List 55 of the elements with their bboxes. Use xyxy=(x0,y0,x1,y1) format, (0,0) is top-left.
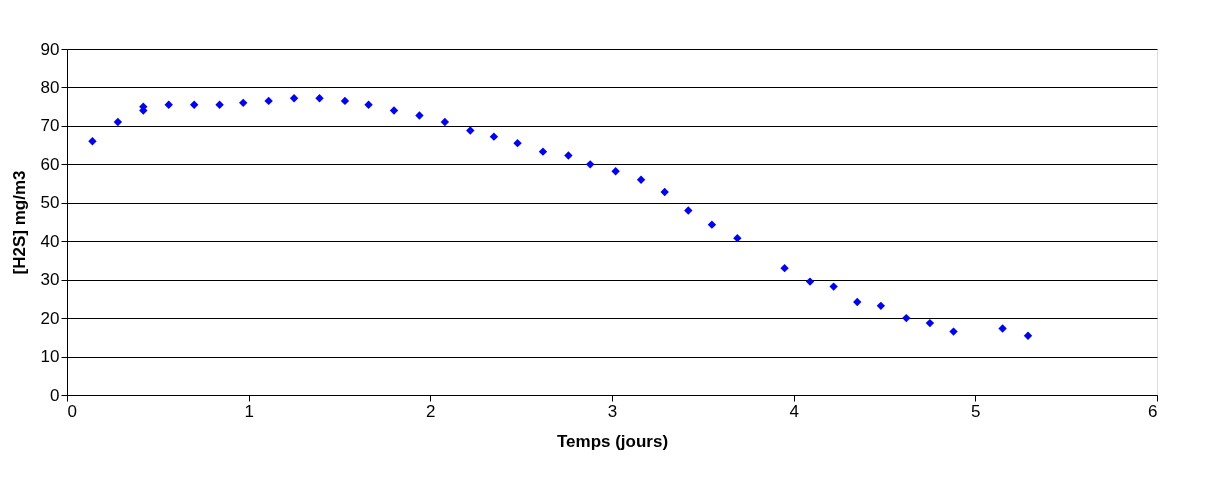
y-tick-label: 90 xyxy=(40,39,60,59)
y-tick-label: 0 xyxy=(50,385,60,405)
point xyxy=(466,126,475,135)
point xyxy=(707,220,717,229)
point xyxy=(949,327,958,336)
x-tick-label: 6 xyxy=(1148,401,1158,421)
point xyxy=(684,206,693,215)
point xyxy=(564,151,573,160)
point xyxy=(513,139,522,148)
point xyxy=(586,160,595,169)
x-tick-label: 0 xyxy=(67,401,77,421)
point xyxy=(415,111,424,120)
y-tick-label: 60 xyxy=(40,154,60,174)
point xyxy=(340,96,350,106)
point xyxy=(164,100,173,109)
point xyxy=(289,94,299,103)
point xyxy=(1023,331,1033,340)
point xyxy=(538,147,548,156)
point xyxy=(829,282,838,291)
x-tick-label: 4 xyxy=(789,401,799,421)
point xyxy=(440,117,450,127)
point xyxy=(189,100,199,109)
x-tick-label: 1 xyxy=(244,401,254,421)
y-tick-label: 10 xyxy=(40,347,60,367)
y-tick-label: 30 xyxy=(40,270,60,290)
y-tick-label: 20 xyxy=(40,308,60,328)
point xyxy=(660,187,669,197)
point xyxy=(364,100,373,109)
point xyxy=(389,106,399,115)
x-axis-title: Temps (jours) xyxy=(556,431,669,451)
point xyxy=(805,277,815,286)
point xyxy=(780,263,789,273)
point xyxy=(925,318,935,328)
point xyxy=(215,100,224,109)
point xyxy=(489,132,499,141)
point xyxy=(636,175,646,184)
point xyxy=(876,301,886,310)
point xyxy=(113,117,123,127)
x-tick-label: 2 xyxy=(426,401,436,421)
x-tick-label: 3 xyxy=(607,401,618,421)
point xyxy=(902,313,911,323)
y-tick-label: 70 xyxy=(40,116,60,136)
y-axis-title: [H2S] mg/m3 xyxy=(9,170,29,275)
y-tick-label: 80 xyxy=(40,77,60,97)
point xyxy=(733,233,742,243)
x-tick-label: 5 xyxy=(971,401,981,421)
point xyxy=(239,98,248,108)
point xyxy=(611,167,620,176)
y-tick-label: 50 xyxy=(40,193,60,213)
point xyxy=(264,96,273,106)
point xyxy=(998,324,1007,333)
point xyxy=(853,297,862,307)
point xyxy=(315,94,324,103)
y-tick-label: 40 xyxy=(40,231,60,251)
point xyxy=(88,137,97,146)
